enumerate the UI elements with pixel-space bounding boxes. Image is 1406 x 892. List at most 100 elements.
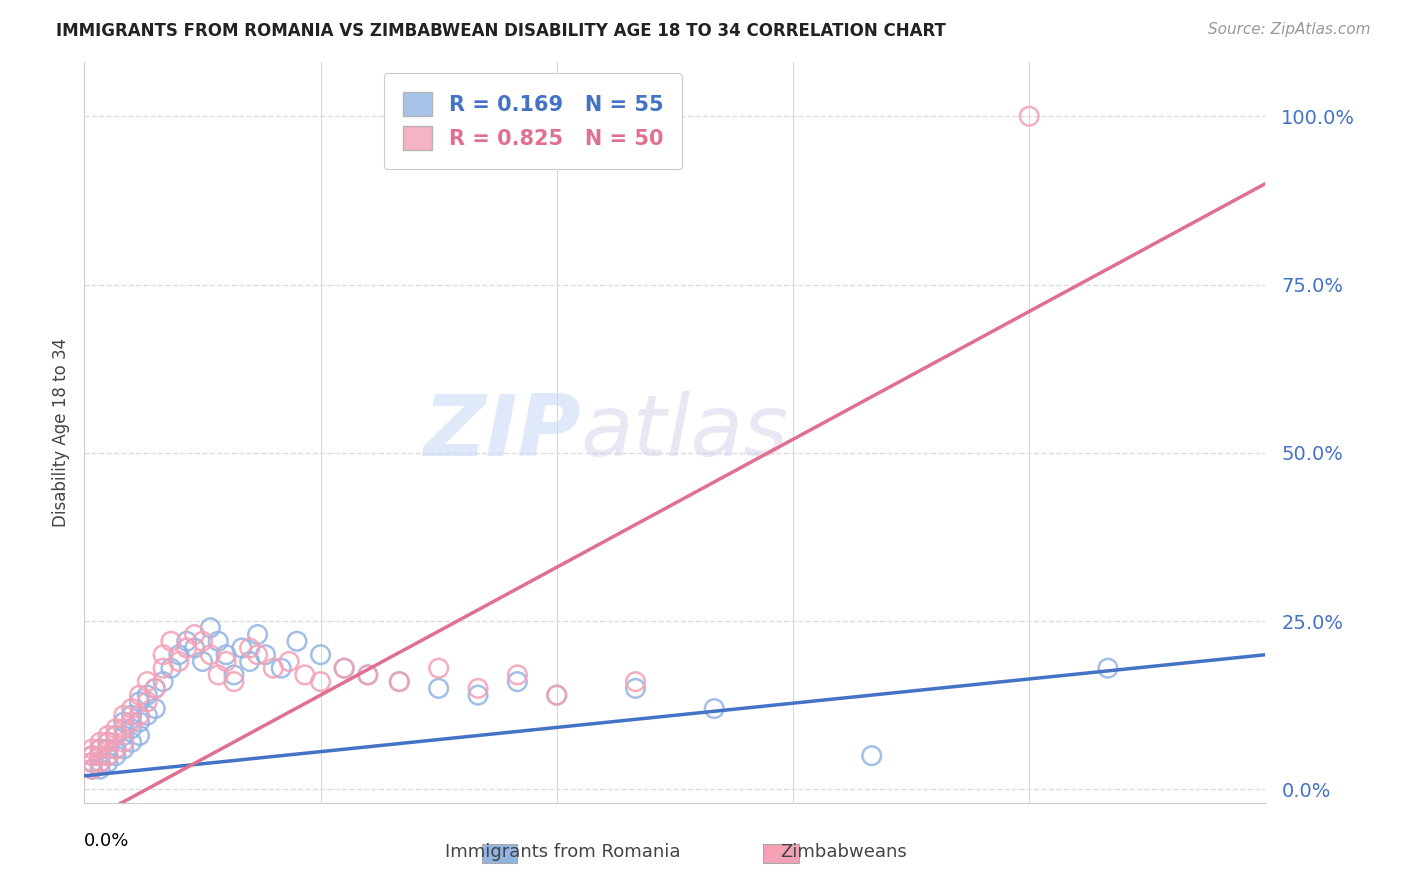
Point xyxy=(624,681,647,696)
Point xyxy=(128,688,150,702)
Point xyxy=(136,674,159,689)
Point xyxy=(160,661,183,675)
Point xyxy=(112,729,135,743)
Point xyxy=(152,648,174,662)
Point xyxy=(97,735,120,749)
Point xyxy=(183,640,205,655)
Point xyxy=(128,729,150,743)
Point xyxy=(231,640,253,655)
Point xyxy=(860,748,883,763)
Point xyxy=(128,695,150,709)
Point xyxy=(183,627,205,641)
Point xyxy=(121,714,143,729)
Point xyxy=(104,742,127,756)
Point xyxy=(546,688,568,702)
Point xyxy=(121,708,143,723)
Point xyxy=(200,648,222,662)
Legend: R = 0.169   N = 55, R = 0.825   N = 50: R = 0.169 N = 55, R = 0.825 N = 50 xyxy=(384,73,682,169)
Point xyxy=(207,668,229,682)
Point xyxy=(222,674,245,689)
Point xyxy=(160,634,183,648)
Point xyxy=(112,742,135,756)
Point xyxy=(97,729,120,743)
Text: ZIP: ZIP xyxy=(423,391,581,475)
Point xyxy=(388,674,411,689)
Point xyxy=(215,648,238,662)
Point xyxy=(294,668,316,682)
Point xyxy=(222,668,245,682)
Point xyxy=(215,655,238,669)
Point xyxy=(121,722,143,736)
Point xyxy=(167,655,190,669)
Point xyxy=(82,762,104,776)
Point xyxy=(1018,109,1040,123)
Point xyxy=(89,748,111,763)
Point xyxy=(427,681,450,696)
Point xyxy=(200,621,222,635)
Point xyxy=(624,674,647,689)
Text: IMMIGRANTS FROM ROMANIA VS ZIMBABWEAN DISABILITY AGE 18 TO 34 CORRELATION CHART: IMMIGRANTS FROM ROMANIA VS ZIMBABWEAN DI… xyxy=(56,22,946,40)
Point xyxy=(89,742,111,756)
Point xyxy=(82,748,104,763)
Point xyxy=(121,701,143,715)
Point xyxy=(167,648,190,662)
Point xyxy=(89,735,111,749)
Y-axis label: Disability Age 18 to 34: Disability Age 18 to 34 xyxy=(52,338,70,527)
Point xyxy=(506,674,529,689)
Point xyxy=(703,701,725,715)
Point xyxy=(121,735,143,749)
Point xyxy=(128,708,150,723)
Point xyxy=(467,681,489,696)
Text: Source: ZipAtlas.com: Source: ZipAtlas.com xyxy=(1208,22,1371,37)
Point xyxy=(97,756,120,770)
Point xyxy=(104,729,127,743)
Point xyxy=(246,627,269,641)
Point xyxy=(97,742,120,756)
Point xyxy=(333,661,356,675)
Point xyxy=(176,634,198,648)
Point xyxy=(191,634,214,648)
Point xyxy=(1097,661,1119,675)
Point xyxy=(97,748,120,763)
Point xyxy=(357,668,380,682)
Point xyxy=(285,634,308,648)
Point xyxy=(239,655,262,669)
Point xyxy=(89,762,111,776)
Point xyxy=(333,661,356,675)
Point xyxy=(427,661,450,675)
Point xyxy=(309,648,332,662)
Point xyxy=(278,655,301,669)
Point xyxy=(104,748,127,763)
Point xyxy=(89,742,111,756)
Point xyxy=(112,722,135,736)
Point xyxy=(152,661,174,675)
Point xyxy=(104,722,127,736)
Point xyxy=(143,701,166,715)
Point xyxy=(176,640,198,655)
Point xyxy=(89,756,111,770)
Point xyxy=(388,674,411,689)
Point xyxy=(136,695,159,709)
Point xyxy=(112,708,135,723)
Point xyxy=(82,756,104,770)
Point xyxy=(82,756,104,770)
Point xyxy=(467,688,489,702)
Point xyxy=(82,748,104,763)
Point xyxy=(254,648,277,662)
Point xyxy=(143,681,166,696)
Point xyxy=(82,762,104,776)
Text: 0.0%: 0.0% xyxy=(84,832,129,850)
Point xyxy=(112,714,135,729)
Point xyxy=(89,748,111,763)
Point xyxy=(136,708,159,723)
Point xyxy=(191,655,214,669)
Text: Zimbabweans: Zimbabweans xyxy=(780,843,907,861)
Point xyxy=(112,735,135,749)
Text: atlas: atlas xyxy=(581,391,789,475)
Point xyxy=(506,668,529,682)
Point xyxy=(104,742,127,756)
Point xyxy=(136,688,159,702)
Point xyxy=(357,668,380,682)
Point xyxy=(128,714,150,729)
Point xyxy=(239,640,262,655)
